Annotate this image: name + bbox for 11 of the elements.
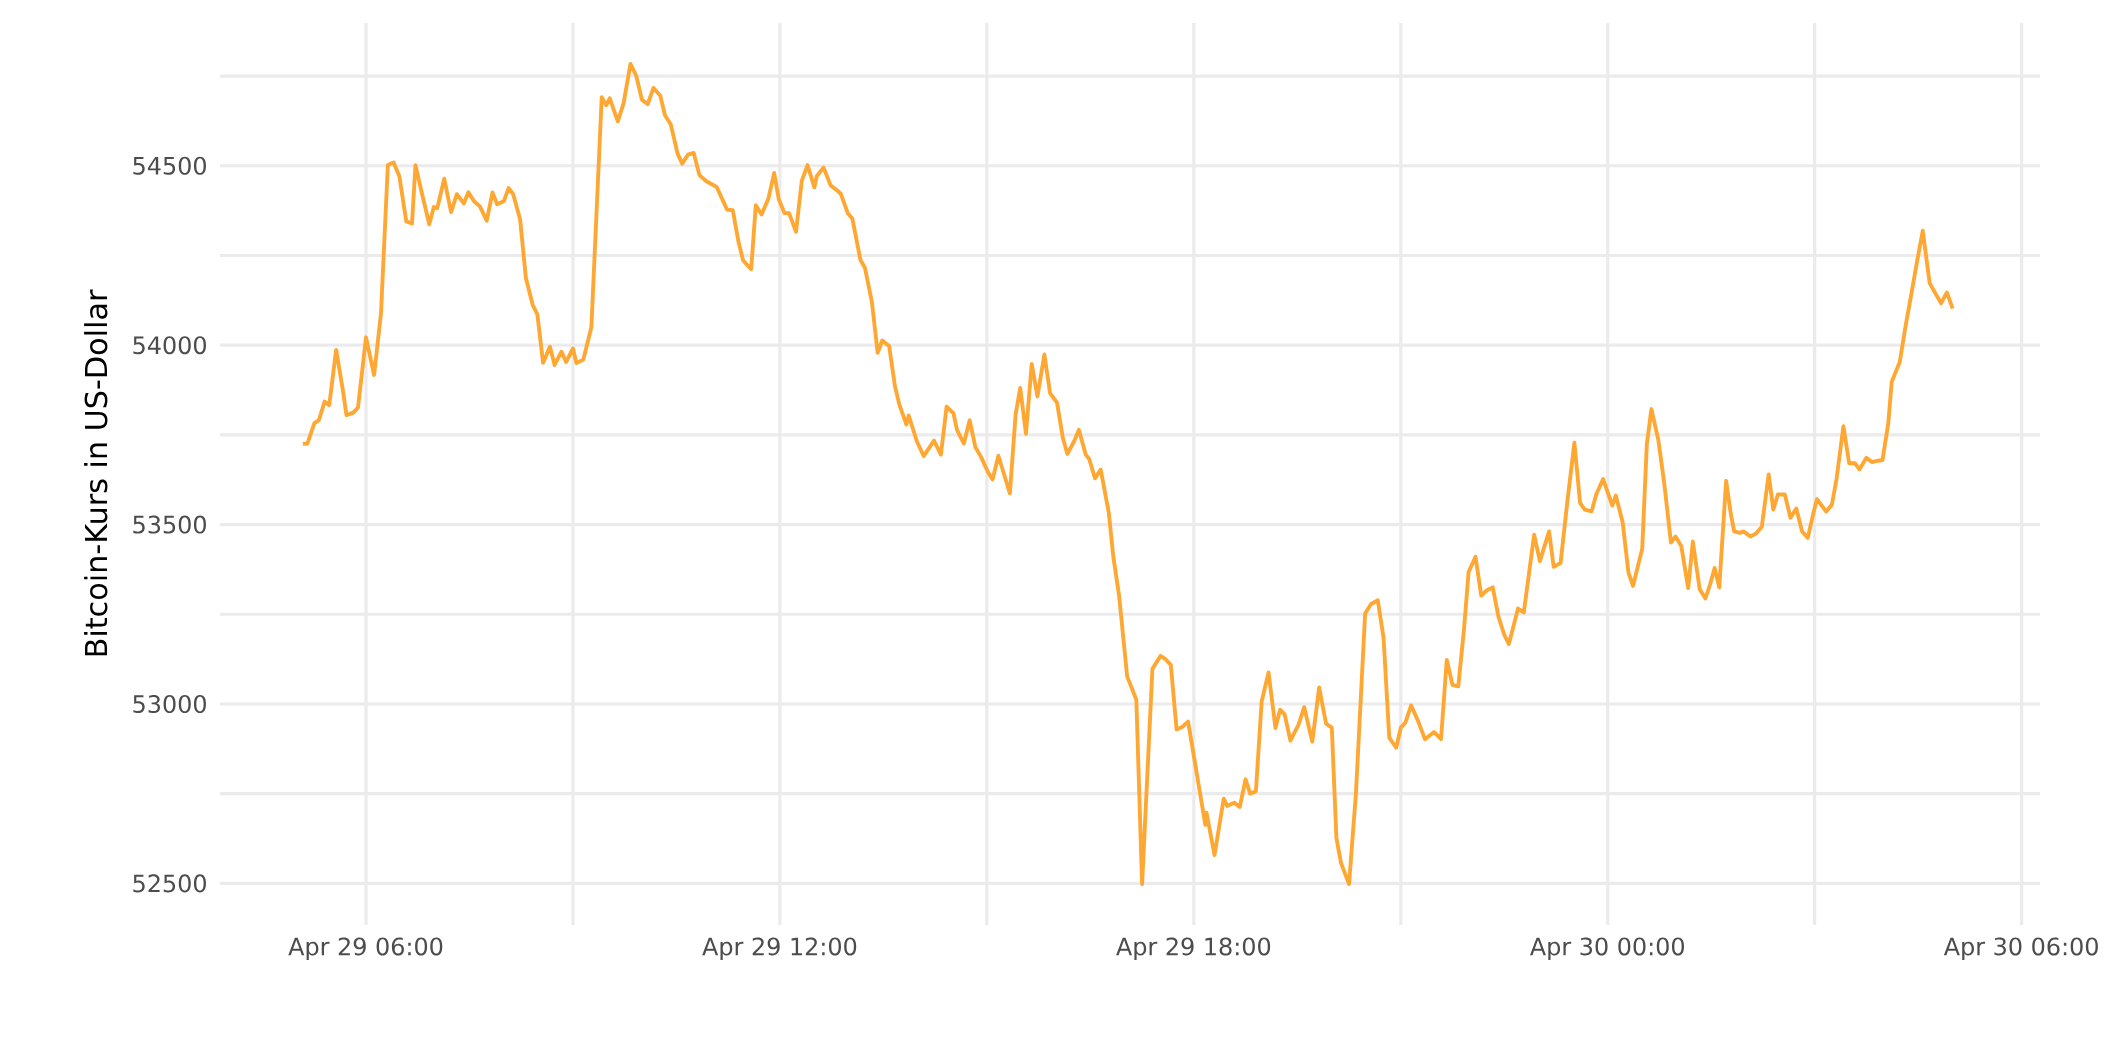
y-tick-label: 54000: [133, 336, 206, 355]
x-tick-label: Apr 30 06:00: [1943, 937, 2098, 961]
y-tick-label: 53000: [133, 694, 206, 714]
x-tick-label: Apr 29 12:00: [702, 937, 857, 961]
x-tick-label: Apr 29 06:00: [288, 937, 443, 961]
y-tick-label: 53500: [133, 515, 206, 534]
x-tick-label: Apr 30 00:00: [1529, 937, 1684, 961]
y-tick-label: 52500: [133, 874, 206, 893]
y-axis-title: Bitcoin-Kurs in US-Dollar: [84, 289, 108, 656]
x-tick-label: Apr 29 18:00: [1116, 937, 1271, 961]
y-tick-label: 54500: [133, 156, 206, 175]
